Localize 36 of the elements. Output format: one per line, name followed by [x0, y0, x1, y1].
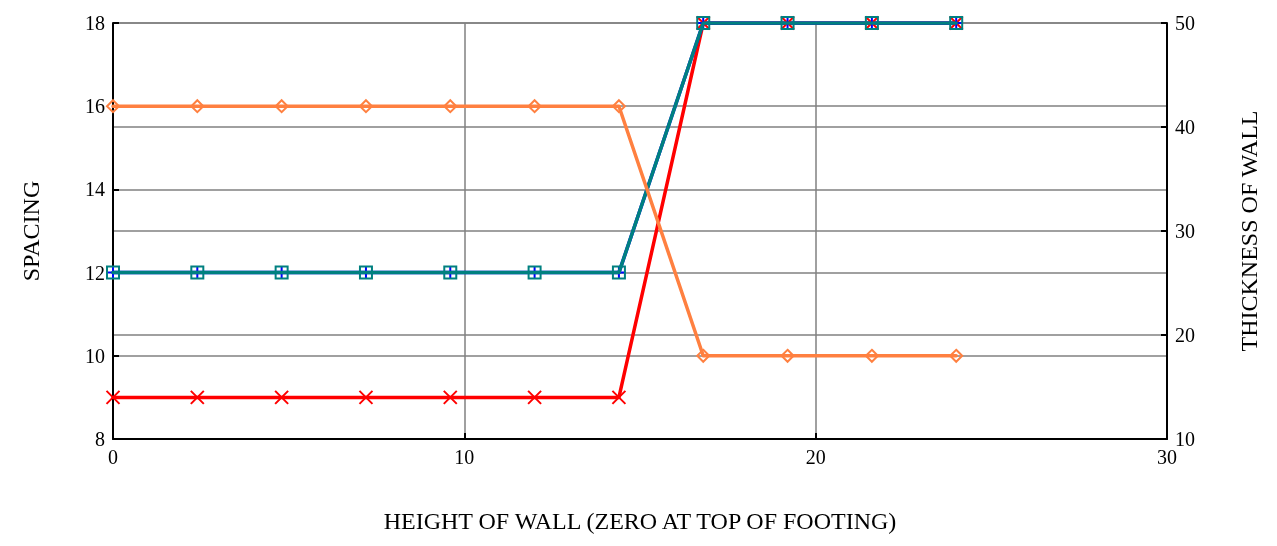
y-tick-label: 10	[85, 344, 105, 367]
point	[443, 99, 458, 114]
y-tick-label: 12	[85, 261, 105, 284]
point	[358, 389, 374, 405]
point	[864, 348, 879, 363]
y2-tick-label: 10	[1175, 428, 1195, 450]
point	[274, 99, 289, 114]
x-axis-title: HEIGHT OF WALL (ZERO AT TOP OF FOOTING)	[383, 508, 897, 534]
x-tick-label: 30	[1157, 446, 1177, 468]
point	[190, 99, 205, 114]
point	[527, 389, 543, 405]
point	[106, 99, 120, 114]
point	[949, 348, 964, 363]
y-tick-label: 14	[85, 178, 105, 201]
x-tick-label: 20	[805, 446, 826, 468]
point	[611, 99, 626, 114]
y2-tick-label: 30	[1175, 220, 1195, 242]
point	[358, 99, 373, 114]
x-tick-label: 0	[108, 446, 118, 468]
point	[696, 348, 711, 363]
point	[274, 389, 290, 405]
x-tick-label: 10	[454, 446, 475, 468]
y2-tick-label: 40	[1175, 116, 1195, 138]
point	[105, 389, 121, 405]
y-tick-label: 16	[85, 95, 105, 118]
point	[780, 348, 795, 363]
point	[442, 389, 458, 405]
y2-axis-title: THICKNESS OF WALL	[1236, 110, 1262, 352]
y2-tick-label: 20	[1175, 324, 1195, 346]
y-axis-title: SPACING	[18, 180, 44, 282]
y-tick-label: 18	[85, 12, 105, 34]
y-tick-label: 8	[95, 428, 105, 450]
point	[189, 389, 205, 405]
point	[527, 99, 542, 114]
y2-tick-label: 50	[1175, 12, 1195, 34]
point	[611, 389, 627, 405]
